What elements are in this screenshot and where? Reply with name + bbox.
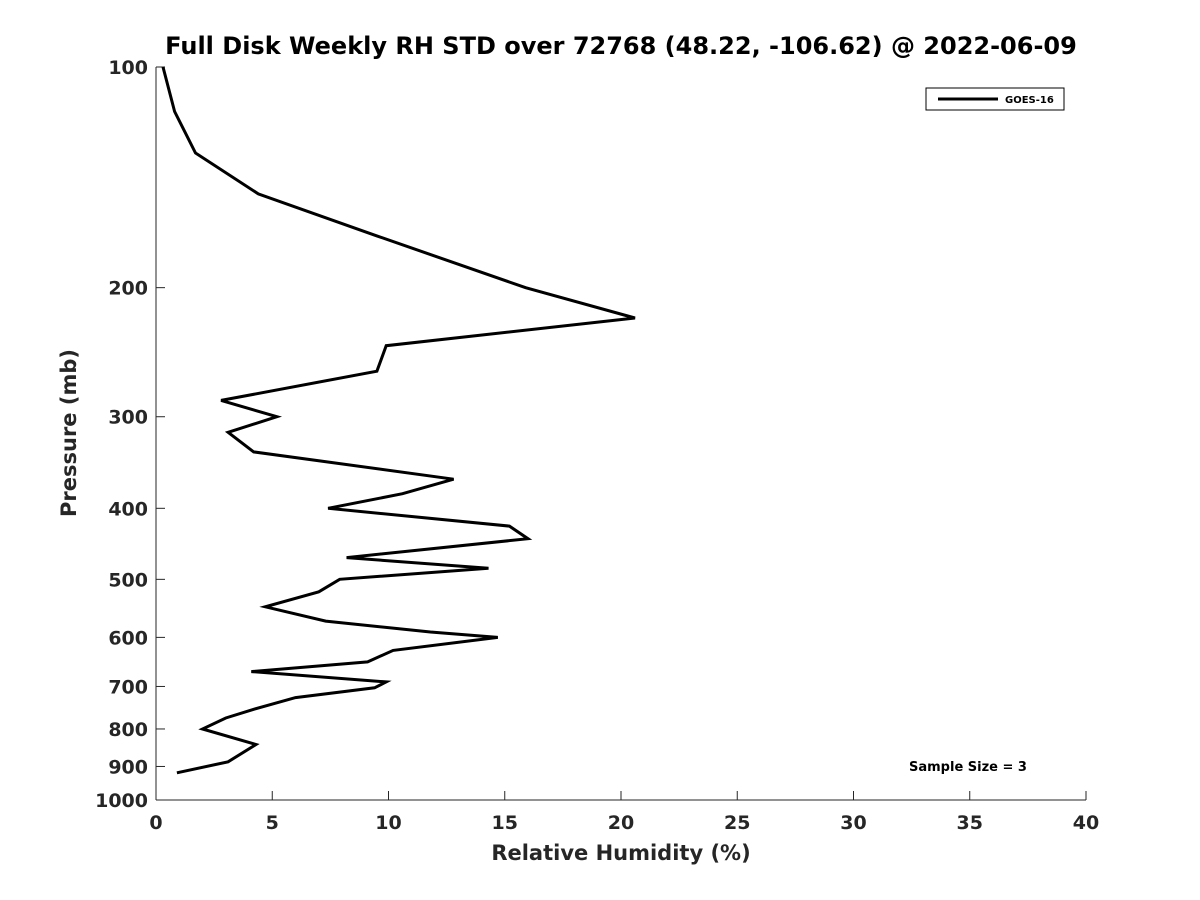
y-tick-label: 900 <box>108 756 148 778</box>
x-tick-label: 40 <box>1073 812 1099 834</box>
y-tick-label: 100 <box>108 57 148 79</box>
x-axis-label: Relative Humidity (%) <box>491 841 750 865</box>
x-tick-label: 5 <box>266 812 279 834</box>
legend: GOES-16 <box>925 87 1065 111</box>
x-tick-label: 20 <box>608 812 634 834</box>
y-tick-label: 500 <box>108 569 148 591</box>
y-tick-label: 400 <box>108 498 148 520</box>
y-tick-label: 800 <box>108 719 148 741</box>
x-tick-label: 0 <box>149 812 162 834</box>
y-tick-label: 1000 <box>95 790 148 812</box>
x-tick-label: 35 <box>957 812 983 834</box>
y-tick-label: 200 <box>108 278 148 300</box>
y-ticks: 100 200 300 400 500 600 700 800 900 1000 <box>95 57 165 812</box>
series-line-goes-16 <box>161 66 636 775</box>
x-tick-label: 25 <box>724 812 750 834</box>
x-tick-label: 30 <box>840 812 866 834</box>
y-tick-label: 700 <box>108 676 148 698</box>
x-tick-label: 10 <box>375 812 401 834</box>
y-axis-label: Pressure (mb) <box>57 349 81 517</box>
x-tick-label: 15 <box>492 812 518 834</box>
chart-title: Full Disk Weekly RH STD over 72768 (48.2… <box>165 32 1077 60</box>
x-ticks: 0 5 10 15 20 25 30 35 40 <box>149 791 1099 834</box>
y-tick-label: 600 <box>108 627 148 649</box>
y-tick-label: 300 <box>108 407 148 429</box>
sample-size-annotation: Sample Size = 3 <box>909 760 1027 775</box>
plot-area: 0 5 10 15 20 25 30 35 40 100 200 300 400 500 600 700 80… <box>95 57 1099 834</box>
legend-label: GOES-16 <box>1005 95 1054 106</box>
